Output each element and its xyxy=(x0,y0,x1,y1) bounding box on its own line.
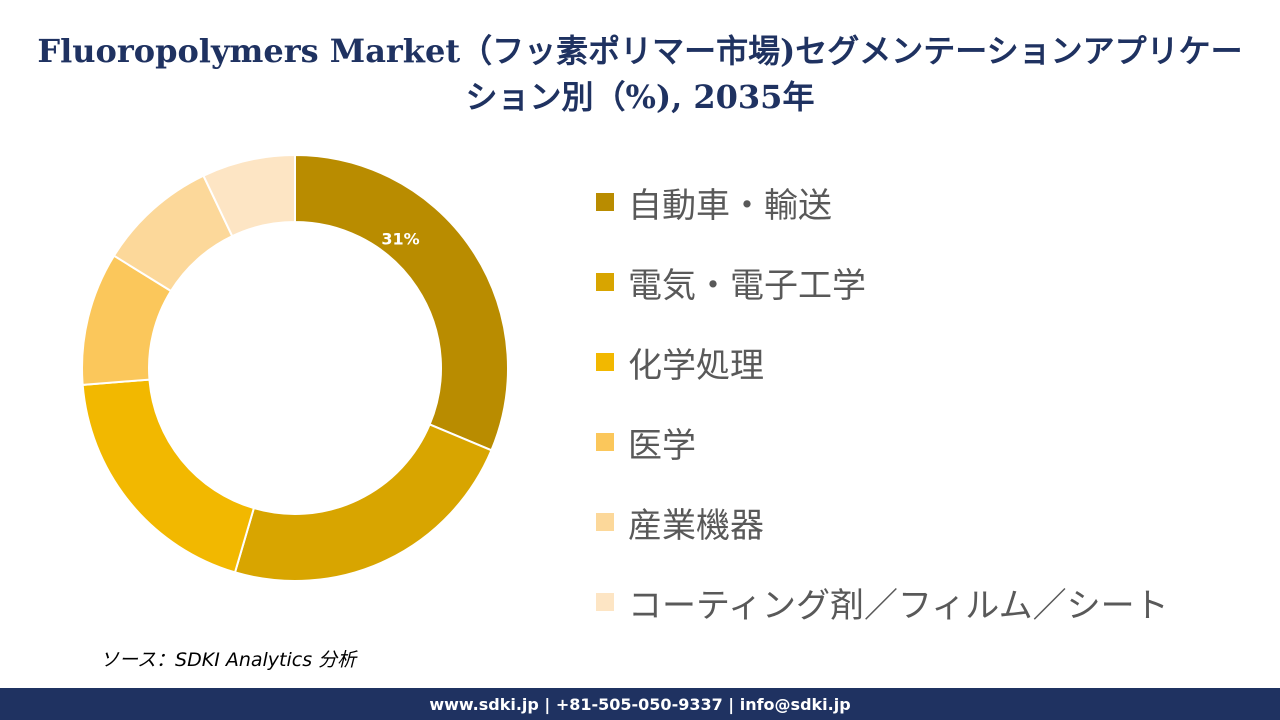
legend-label: 医学 xyxy=(628,425,696,466)
legend-swatch xyxy=(596,273,614,291)
chart-title: Fluoropolymers Market（フッ素ポリマー市場)セグメンテーショ… xyxy=(37,32,1243,116)
legend-label: 化学処理 xyxy=(628,345,764,386)
slice-data-label: 31% xyxy=(381,229,419,248)
legend-label: 自動車・輸送 xyxy=(628,185,832,226)
donut-slice xyxy=(202,153,296,238)
legend-swatch xyxy=(596,353,614,371)
legend-item: 医学 xyxy=(596,402,1169,482)
legend: 自動車・輸送 電気・電子工学 化学処理 医学 産業機器 コーティング剤／フィルム… xyxy=(596,162,1169,642)
donut-slice xyxy=(294,153,509,452)
legend-item: コーティング剤／フィルム／シート xyxy=(596,562,1169,642)
legend-label: 電気・電子工学 xyxy=(628,265,866,306)
legend-swatch xyxy=(596,193,614,211)
legend-item: 電気・電子工学 xyxy=(596,242,1169,322)
footer-contact: www.sdki.jp | +81-505-050-9337 | info@sd… xyxy=(429,694,851,714)
donut-chart: 31% xyxy=(81,153,509,582)
source-note: ソース：SDKI Analytics 分析 xyxy=(100,649,357,671)
legend-item: 化学処理 xyxy=(596,322,1169,402)
donut-slice xyxy=(81,378,256,574)
legend-label: コーティング剤／フィルム／シート xyxy=(628,585,1169,626)
footer-bar: www.sdki.jp | +81-505-050-9337 | info@sd… xyxy=(0,688,1280,720)
legend-swatch xyxy=(596,513,614,531)
legend-item: 自動車・輸送 xyxy=(596,162,1169,242)
donut-slice xyxy=(233,423,493,582)
legend-label: 産業機器 xyxy=(628,505,764,546)
legend-swatch xyxy=(596,593,614,611)
legend-item: 産業機器 xyxy=(596,482,1169,562)
legend-swatch xyxy=(596,433,614,451)
